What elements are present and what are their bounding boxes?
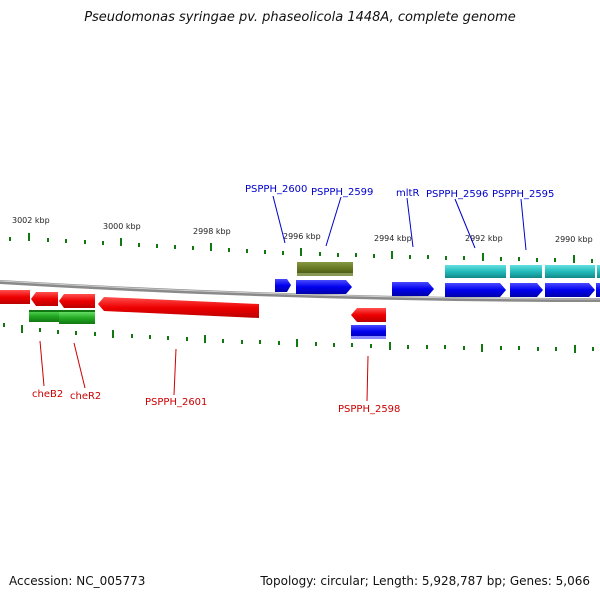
label-mltR: mltR — [396, 188, 419, 199]
cds-olive-2599 — [297, 262, 353, 275]
genome-title: Pseudomonas syringae pv. phaseolicola 14… — [84, 10, 516, 25]
kbp-label-3002: 3002 kbp — [12, 216, 50, 225]
gene-mltR — [392, 282, 434, 296]
gene-PSPPH_2596 — [445, 283, 506, 297]
label-cheR2: cheR2 — [70, 391, 101, 402]
label-PSPPH_2598: PSPPH_2598 — [338, 404, 400, 415]
label-PSPPH_2600: PSPPH_2600 — [245, 184, 307, 195]
gene-cheB2-left — [0, 290, 30, 304]
upper-connectors — [272, 195, 527, 251]
gene-cheB2 — [31, 292, 58, 306]
label-PSPPH_2596: PSPPH_2596 — [426, 189, 488, 200]
genome-backbone — [0, 280, 600, 302]
label-PSPPH_2599: PSPPH_2599 — [311, 187, 373, 198]
label-PSPPH_2601: PSPPH_2601 — [145, 397, 207, 408]
reverse-features — [0, 290, 386, 339]
kbp-label-2992: 2992 kbp — [465, 234, 503, 243]
accession-text: Accession: NC_005773 — [9, 574, 146, 588]
label-cheB2: cheB2 — [32, 389, 63, 400]
kbp-label-2990: 2990 kbp — [555, 235, 593, 244]
gene-cheR2 — [59, 294, 95, 308]
gene-PSPPH_2595 — [510, 283, 543, 297]
cds-green-cheR2 — [59, 312, 95, 324]
cds-cyan-2596 — [445, 265, 506, 278]
gene-PSPPH_2600 — [275, 279, 291, 292]
cds-cyan-next — [545, 265, 600, 278]
cds-green-cheB2 — [29, 310, 59, 322]
gene-PSPPH_2598 — [351, 308, 386, 322]
cds-cyan-2595 — [510, 265, 542, 278]
gene-PSPPH_2601 — [98, 297, 259, 318]
lower-connectors — [39, 340, 369, 402]
kbp-label-3000: 3000 kbp — [103, 222, 141, 231]
gene-PSPPH_2599 — [296, 280, 352, 294]
cds-blue-2598 — [351, 325, 386, 338]
label-PSPPH_2595: PSPPH_2595 — [492, 189, 554, 200]
topology-text: Topology: circular; Length: 5,928,787 bp… — [260, 574, 590, 588]
upper-ticks — [9, 233, 593, 263]
kbp-label-2994: 2994 kbp — [374, 234, 412, 243]
kbp-label-2998: 2998 kbp — [193, 227, 231, 236]
kbp-label-2996: 2996 kbp — [283, 232, 321, 241]
forward-features — [275, 262, 600, 297]
gene-next-forward — [545, 283, 595, 297]
lower-ticks — [3, 323, 594, 353]
